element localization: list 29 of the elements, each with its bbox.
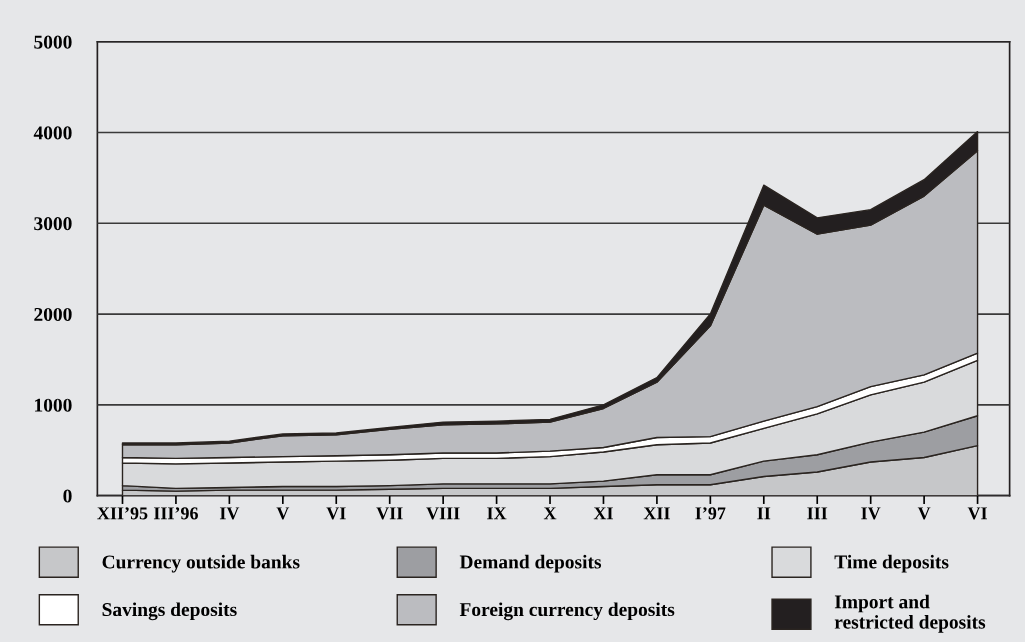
x-tick-label: VI (326, 507, 346, 520)
x-tick-label: VI (967, 507, 987, 520)
x-tick-label: VII (376, 507, 403, 520)
x-tick-label: XI (593, 507, 613, 520)
y-tick-label: 1000 (35, 398, 72, 412)
legend-label: Currency outside banks (102, 554, 300, 573)
y-tick-label: 3000 (34, 217, 72, 231)
x-tick-label: XII (643, 507, 670, 520)
legend-label: Savings deposits (102, 602, 237, 621)
y-tick-label: 2000 (34, 307, 72, 321)
legend-label: Foreign currency deposits (459, 602, 675, 621)
x-tick-label: V (917, 507, 931, 520)
x-tick-label: IX (487, 507, 507, 520)
x-tick-label: II (757, 507, 771, 520)
x-tick-label: IV (861, 507, 881, 520)
x-tick-label: III (807, 507, 828, 520)
x-tick-label: I’97 (695, 507, 726, 520)
y-tick-label: 0 (63, 489, 72, 503)
x-tick-label: III’96 (153, 507, 198, 520)
x-tick-label: X (543, 507, 557, 520)
y-tick-label: 5000 (34, 35, 72, 49)
x-tick-label: XII’95 (97, 507, 148, 520)
x-tick-label: IV (219, 507, 240, 520)
legend-label: Demand deposits (459, 554, 602, 573)
legend-label: Import and restricted deposits (834, 594, 986, 633)
x-tick-label: VIII (426, 507, 460, 520)
x-tick-label: V (276, 507, 290, 520)
legend-label: Time deposits (834, 554, 949, 573)
y-tick-label: 4000 (33, 126, 72, 140)
